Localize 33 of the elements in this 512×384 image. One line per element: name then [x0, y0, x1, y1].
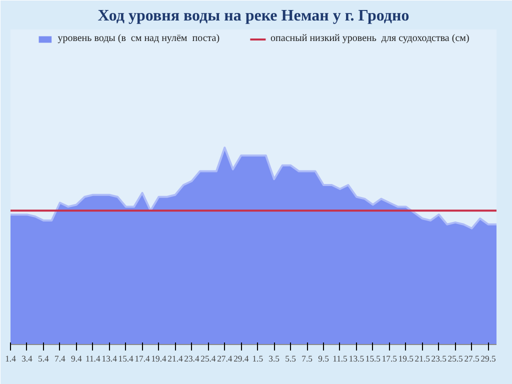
x-tick-label: 19.4: [151, 354, 168, 364]
x-tick-label: 11.4: [85, 354, 101, 364]
x-tick-label: 25.4: [200, 354, 216, 364]
x-tick-label: 3.4: [22, 354, 34, 364]
x-tick-label: 21.5: [414, 354, 430, 364]
x-tick-label: 7.5: [302, 354, 312, 364]
x-tick-label: 17.4: [134, 354, 151, 364]
x-tick-label: 29.5: [480, 354, 496, 364]
x-tick-label: 19.5: [398, 354, 414, 364]
x-tick-label: 7.4: [54, 354, 66, 364]
x-tick-label: 5.5: [285, 354, 296, 364]
x-tick-label: 29.4: [234, 354, 250, 364]
x-tick-label: 11.5: [332, 354, 348, 364]
x-tick-label: 15.4: [118, 354, 134, 364]
x-tick-label: 13.5: [348, 354, 364, 364]
x-tick-label: 9.4: [70, 354, 82, 364]
x-tick-label: 23.5: [431, 354, 446, 364]
legend-label: уровень воды (в см над нулём поста): [58, 33, 220, 44]
x-tick-label: 25.5: [448, 354, 463, 364]
x-tick-label: 13.4: [102, 354, 118, 364]
x-tick-label: 27.4: [217, 354, 233, 364]
x-tick-label: 15.5: [365, 354, 381, 364]
x-tick-label: 5.4: [38, 354, 50, 364]
x-tick-label: 23.4: [184, 354, 200, 364]
x-tick-label: 17.5: [382, 354, 397, 364]
x-tick-label: 9.5: [318, 354, 329, 364]
x-tick-label: 1.4: [5, 354, 17, 364]
x-tick-label: 21.4: [168, 354, 184, 364]
legend-label: опасный низкий уровень для судоходства (см): [270, 33, 470, 44]
x-tick-label: 27.5: [464, 354, 480, 364]
chart-title: Ход уровня воды на реке Неман у г. Гродно: [98, 8, 410, 24]
x-tick-label: 1.5: [252, 354, 264, 364]
x-tick-label: 3.5: [268, 354, 280, 364]
